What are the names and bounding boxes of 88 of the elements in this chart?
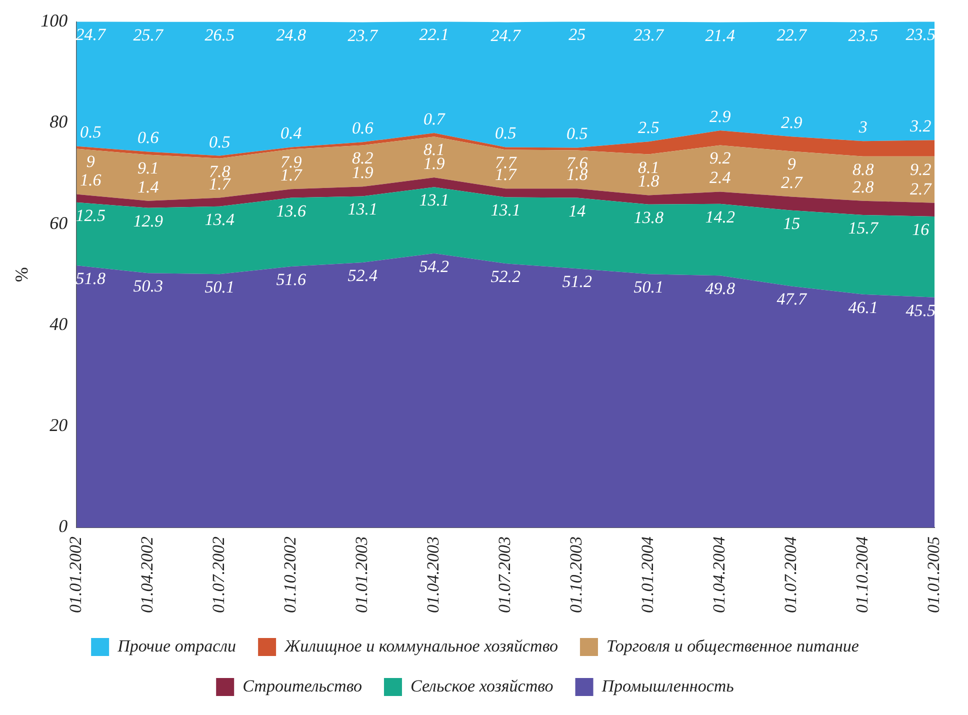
data-label: 2.4 xyxy=(709,168,732,188)
data-label: 12.5 xyxy=(76,206,106,225)
data-label: 50.3 xyxy=(133,276,163,296)
data-label: 13.1 xyxy=(490,200,520,220)
y-tick-label: 20 xyxy=(50,415,68,436)
data-label: 51.8 xyxy=(76,269,106,288)
data-label: 51.2 xyxy=(562,272,592,292)
y-tick-label: 0 xyxy=(58,516,68,536)
x-tick-label: 01.10.2002 xyxy=(280,536,300,613)
data-label: 9 xyxy=(787,154,796,174)
x-tick-label: 01.01.2004 xyxy=(638,536,658,613)
data-label: 14.2 xyxy=(705,207,736,226)
data-label: 13.8 xyxy=(634,208,664,227)
data-label: 22.1 xyxy=(419,24,449,44)
data-label: 0.7 xyxy=(423,110,446,129)
y-tick-label: 80 xyxy=(50,112,68,132)
x-tick-label: 01.04.2003 xyxy=(424,536,443,613)
data-label: 47.7 xyxy=(776,290,808,309)
data-label: 3.2 xyxy=(908,116,932,136)
x-tick-label: 01.10.2004 xyxy=(852,536,872,613)
legend-label: Прочие отрасли xyxy=(116,636,236,656)
legend-label: Строительство xyxy=(242,676,362,696)
data-label: 52.4 xyxy=(348,266,378,285)
data-label: 9 xyxy=(86,152,96,172)
data-label: 24.7 xyxy=(490,26,522,45)
data-label: 0.5 xyxy=(80,122,102,142)
legend-label: Торговля и общественное питание xyxy=(606,636,860,656)
data-label: 0.6 xyxy=(137,128,160,148)
x-tick-label: 01.07.2003 xyxy=(495,536,514,613)
data-label: 25.7 xyxy=(133,25,164,44)
x-tick-label: 01.07.2004 xyxy=(781,536,800,613)
data-label: 3 xyxy=(858,118,868,137)
data-label: 26.5 xyxy=(204,25,234,44)
data-label: 13.1 xyxy=(348,200,378,219)
data-label: 12.9 xyxy=(133,211,164,230)
y-axis-title: % xyxy=(12,267,32,282)
data-label: 0.4 xyxy=(280,124,302,143)
data-label: 16 xyxy=(912,220,930,239)
data-label: 50.1 xyxy=(634,278,664,297)
data-label: 23.7 xyxy=(348,26,379,45)
data-label: 13.6 xyxy=(276,201,306,220)
x-tick-label: 01.01.2002 xyxy=(66,536,86,613)
data-label: 2.5 xyxy=(638,118,660,138)
legend-label: Сельское хозяйство xyxy=(410,676,554,696)
y-tick-label: 40 xyxy=(50,314,68,334)
data-label: 13.4 xyxy=(204,210,235,229)
data-label: 15 xyxy=(783,214,800,233)
data-label: 2.7 xyxy=(780,173,804,192)
data-label: 21.4 xyxy=(705,26,736,45)
x-tick-label: 01.07.2002 xyxy=(209,536,228,613)
data-label: 24.8 xyxy=(276,25,306,44)
data-label: 0.5 xyxy=(494,124,516,143)
data-label: 46.1 xyxy=(848,298,878,317)
data-label: 2.9 xyxy=(709,106,732,126)
y-tick-label: 100 xyxy=(40,10,68,31)
data-label: 52.2 xyxy=(490,266,521,286)
x-tick-label: 01.01.2003 xyxy=(352,536,372,613)
data-label: 9.1 xyxy=(137,158,159,178)
data-label: 25 xyxy=(568,24,586,44)
data-label: 1.6 xyxy=(80,170,102,190)
x-tick-label: 01.01.2005 xyxy=(924,536,944,613)
data-label: 50.1 xyxy=(204,278,234,297)
y-tick-label: 60 xyxy=(50,212,68,233)
x-tick-label: 01.10.2003 xyxy=(566,536,586,613)
data-label: 0.5 xyxy=(208,132,230,152)
data-label: 0.6 xyxy=(352,118,374,138)
x-tick-label: 01.04.2004 xyxy=(710,536,729,613)
data-label: 51.6 xyxy=(276,270,306,290)
data-label: 23.5 xyxy=(848,26,878,45)
data-label: 1.9 xyxy=(423,154,446,174)
data-label: 14 xyxy=(568,201,586,220)
legend-label: Жилищное и коммунальное хозяйство xyxy=(284,636,558,656)
data-label: 54.2 xyxy=(419,256,450,276)
x-tick-label: 01.04.2002 xyxy=(138,536,157,613)
data-label: 0.5 xyxy=(566,124,588,144)
data-label: 2.8 xyxy=(852,177,874,196)
data-label: 9.2 xyxy=(709,148,732,168)
data-label: 15.7 xyxy=(848,218,880,238)
data-label: 8.8 xyxy=(852,160,874,179)
data-label: 2.9 xyxy=(780,113,803,132)
data-label: 23.7 xyxy=(634,25,665,44)
data-label: 2.7 xyxy=(910,179,933,198)
data-label: 49.8 xyxy=(705,279,736,298)
data-label: 9.2 xyxy=(910,160,932,179)
data-label: 13.1 xyxy=(419,190,449,210)
data-label: 1.4 xyxy=(137,177,160,196)
legend-label: Промышленность xyxy=(600,676,734,696)
data-label: 22.7 xyxy=(776,25,808,44)
